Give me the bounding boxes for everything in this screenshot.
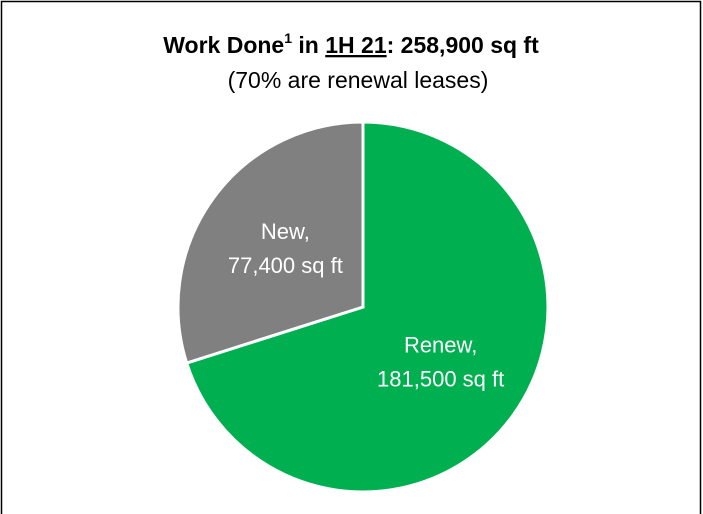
slice-label: New,: [261, 219, 310, 244]
chart-subtitle: (70% are renewal leases): [228, 67, 489, 93]
slice-label: 181,500 sq ft: [377, 367, 504, 392]
title-part: Work Done: [163, 32, 284, 58]
title-superscript: 1: [284, 30, 292, 46]
title-period: 1H 21: [325, 32, 387, 58]
slice-label: Renew,: [404, 333, 477, 358]
pie-slice: [176, 120, 365, 365]
title-part: : 258,900 sq ft: [387, 32, 539, 58]
pie-slice: [184, 120, 550, 494]
chart-title: Work Done1 in 1H 21: 258,900 sq ft: [163, 30, 539, 58]
slice-label: 77,400 sq ft: [228, 253, 343, 278]
title-part: in: [292, 32, 325, 58]
